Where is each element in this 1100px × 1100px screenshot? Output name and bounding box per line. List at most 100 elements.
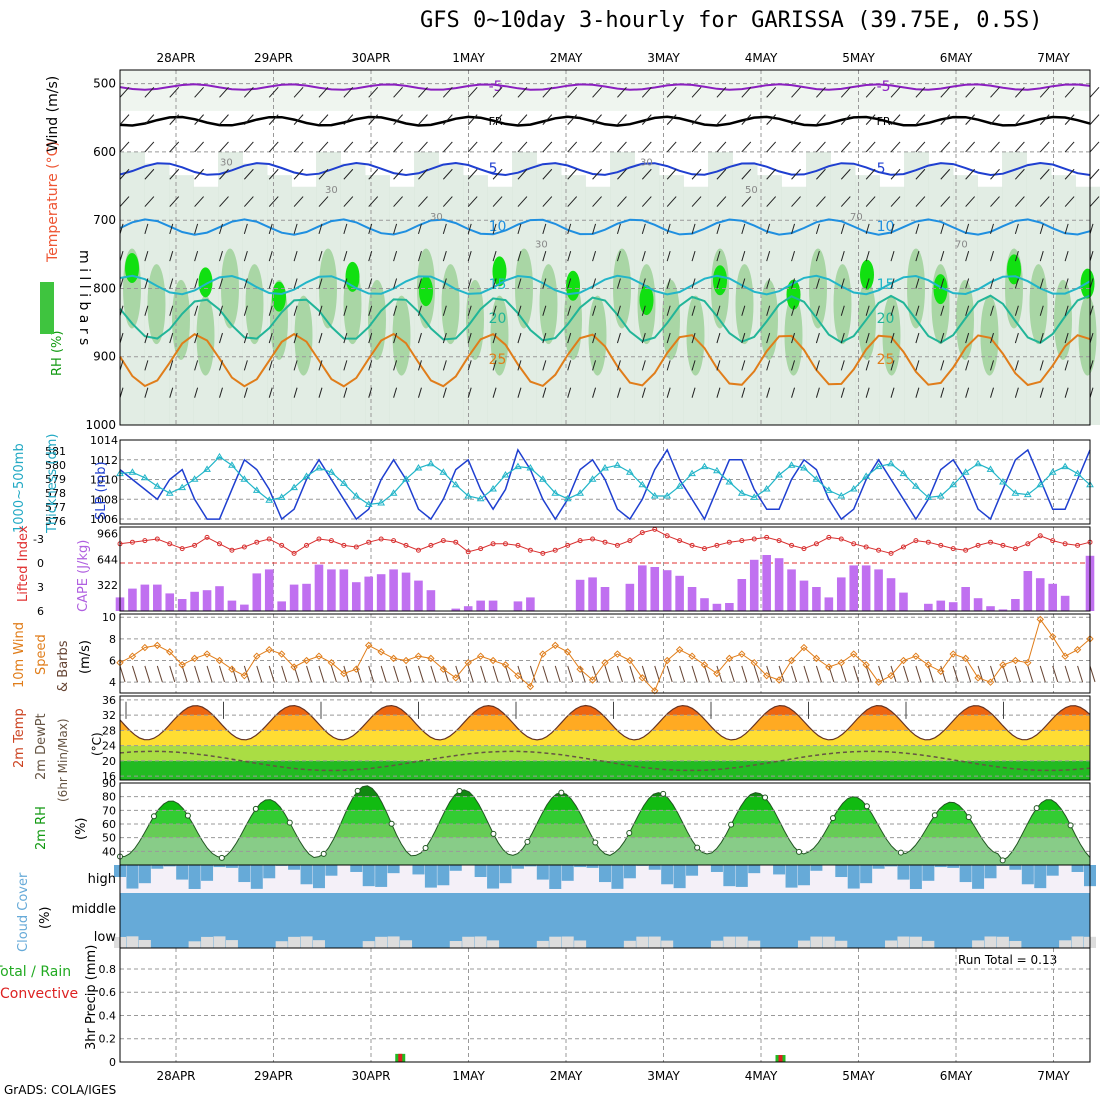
high-cloud-bar <box>735 865 748 887</box>
high-cloud-bar <box>126 865 139 889</box>
low-cloud-bar <box>748 940 761 948</box>
lifted-index-marker <box>627 538 633 544</box>
cape-bar <box>128 588 137 611</box>
surface-wind-barb <box>1027 665 1034 683</box>
lifted-index-marker <box>988 539 994 545</box>
lifted-index-marker <box>291 550 297 556</box>
lifted-index-marker <box>925 539 931 545</box>
surface-wind-barb <box>654 665 661 683</box>
lifted-index-marker <box>229 547 235 553</box>
lifted-index-marker <box>142 538 148 544</box>
low-cloud-bar <box>922 940 935 948</box>
rh-shade-moist <box>613 248 631 329</box>
wind-barb <box>467 332 472 344</box>
wind-barb <box>617 141 627 153</box>
lifted-index-marker <box>515 542 521 548</box>
wind-barb <box>442 251 447 262</box>
thickness-marker <box>588 475 597 482</box>
wind-barb <box>542 305 547 316</box>
wind-barb <box>442 360 447 371</box>
bottom-date-label: 6MAY <box>940 1069 973 1083</box>
wind-barb <box>219 114 229 125</box>
lifted-index-marker <box>366 539 372 545</box>
wind-barb <box>194 251 199 262</box>
wind-barb <box>1015 114 1025 125</box>
wind-barb <box>442 305 447 316</box>
wind-barb <box>592 387 597 398</box>
thickness-marker <box>153 482 162 489</box>
cape-bar <box>351 582 361 611</box>
high-cloud-bar <box>897 865 910 880</box>
wind-barb <box>990 141 1000 153</box>
wind-speed-tick-label: 10 <box>102 611 116 624</box>
wind-speed-marker <box>153 641 162 650</box>
thickness-marker <box>140 473 149 481</box>
wind-barb <box>592 332 597 344</box>
wind-barb <box>791 332 796 344</box>
isotherm-label: -5 <box>489 79 503 95</box>
wind-barb <box>1064 141 1075 153</box>
thickness-marker <box>824 486 833 493</box>
wind-barb <box>766 305 771 316</box>
wind-speed-marker <box>141 643 149 652</box>
wind-barb <box>442 196 453 207</box>
cape-bar <box>215 586 224 611</box>
high-cloud-bar <box>375 865 388 887</box>
rh-shade-saturated <box>860 259 874 290</box>
temperature-tick-label: 36 <box>102 694 116 707</box>
wind-barb <box>990 360 994 371</box>
wind-barb <box>318 387 323 398</box>
wind-barb <box>268 305 273 316</box>
thickness-marker <box>464 492 473 499</box>
wind-barb <box>542 196 553 207</box>
low-cloud-bar <box>723 936 736 948</box>
rh-marker <box>931 812 938 819</box>
lifted-index-marker <box>129 539 135 545</box>
wind-barb <box>442 86 453 98</box>
wind-barb <box>467 251 472 262</box>
wind-speed-marker <box>439 665 448 673</box>
wind-barb <box>219 305 223 316</box>
rh-shade-moist <box>662 279 680 360</box>
wind-barb <box>169 196 180 207</box>
wind-barb <box>492 196 503 207</box>
rh-marker <box>320 850 327 857</box>
wind-barb <box>965 168 976 180</box>
rh-marker <box>150 813 157 820</box>
wind-barb <box>194 86 204 98</box>
wind-barb <box>467 196 478 207</box>
wind-barb <box>666 251 671 262</box>
wind-barb <box>865 332 870 344</box>
wind-barb <box>492 278 497 289</box>
rh-shade-moist <box>196 295 215 376</box>
wind-speed-marker <box>464 658 472 667</box>
cape-bar <box>625 583 635 611</box>
wind-barb <box>716 114 727 125</box>
wind-speed-marker <box>1011 656 1020 665</box>
lifted-index-marker <box>577 538 583 544</box>
rh-tick-label: 40 <box>102 845 116 858</box>
wind-barb <box>467 168 478 180</box>
wind-barb <box>318 141 329 153</box>
thickness-marker <box>178 483 187 491</box>
wind-barb <box>940 223 945 234</box>
wind-barb <box>940 305 945 316</box>
thickness-marker <box>1073 469 1082 477</box>
surface-wind-barb <box>666 665 673 683</box>
low-cloud-bar <box>288 936 301 948</box>
wind-barb <box>492 168 503 180</box>
cape-bar <box>526 597 535 611</box>
wind-barb <box>144 251 149 262</box>
surface-wind-barb <box>1077 665 1084 683</box>
wind-barb <box>418 114 428 125</box>
wind-barb <box>219 223 223 234</box>
wind-barb <box>840 114 851 125</box>
cape-bar <box>252 573 262 611</box>
wind-barb <box>418 196 428 207</box>
cape-bar <box>849 565 859 611</box>
wind-barb <box>766 251 771 262</box>
thickness-marker <box>1023 490 1032 498</box>
wind-barb <box>840 168 851 180</box>
lifted-index-marker <box>552 547 558 553</box>
surface-wind-barb <box>853 665 860 683</box>
